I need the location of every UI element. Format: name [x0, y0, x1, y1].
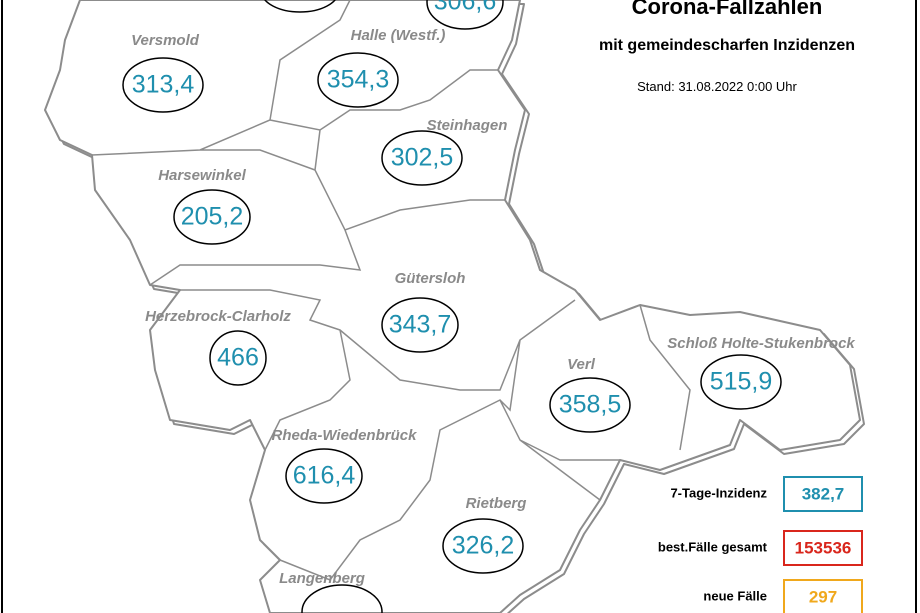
legend-value: 382,7 — [802, 484, 845, 503]
region-value: 358,5 — [559, 391, 622, 419]
value-ellipse — [381, 297, 459, 353]
stand: Stand: 31.08.2022 0:00 Uhr — [637, 79, 797, 94]
region-name: Schloß Holte-Stukenbrock — [667, 335, 855, 352]
legend-box — [783, 476, 863, 512]
region-name: Versmold — [131, 32, 200, 49]
value-ellipse — [426, 0, 504, 30]
region-name: Gütersloh — [395, 270, 466, 287]
region-name: Harsewinkel — [158, 167, 246, 184]
value-ellipse — [381, 130, 463, 186]
region-value: 354,3 — [327, 66, 390, 94]
value-ellipse — [285, 448, 363, 504]
legend-box — [783, 579, 863, 613]
value-ellipse — [173, 189, 251, 245]
legend-value: 153536 — [795, 538, 852, 557]
region-name: Steinhagen — [427, 117, 508, 134]
value-ellipse — [209, 330, 267, 386]
region-value: 306,6 — [434, 0, 497, 16]
region-value: 313,4 — [132, 71, 195, 99]
region-name: Rietberg — [466, 495, 527, 512]
legend-value: 297 — [809, 587, 837, 606]
legend-label: 7-Tage-Inzidenz — [670, 485, 767, 500]
region-name: Rheda-Wiedenbrück — [272, 427, 418, 444]
region-value: 343,7 — [389, 311, 452, 339]
legend-box — [783, 530, 863, 566]
legend-label: best.Fälle gesamt — [658, 539, 768, 554]
value-ellipse — [122, 57, 204, 113]
value-ellipse — [549, 377, 631, 433]
region-name: Halle (Westf.) — [351, 27, 446, 44]
region-value: 302,5 — [391, 144, 454, 172]
subtitle: mit gemeindescharfen Inzidenzen — [599, 37, 855, 54]
legend-label: neue Fälle — [703, 588, 767, 603]
title: Corona-Fallzahlen — [632, 0, 823, 19]
value-ellipse — [700, 354, 782, 410]
region-value: 205,2 — [181, 203, 244, 231]
map-shapes — [44, 0, 865, 613]
region-value: 616,4 — [293, 462, 356, 490]
value-ellipse — [264, 0, 336, 13]
region-name: Herzebrock-Clarholz — [145, 308, 291, 325]
region-name: Langenberg — [279, 570, 365, 587]
region-value: 515,9 — [710, 368, 773, 396]
region-value: 326,2 — [452, 532, 515, 560]
region-name: Verl — [567, 356, 596, 373]
region-value: 466 — [217, 344, 259, 372]
value-ellipse — [442, 518, 524, 574]
value-ellipse — [301, 584, 383, 613]
value-ellipse — [317, 52, 399, 108]
